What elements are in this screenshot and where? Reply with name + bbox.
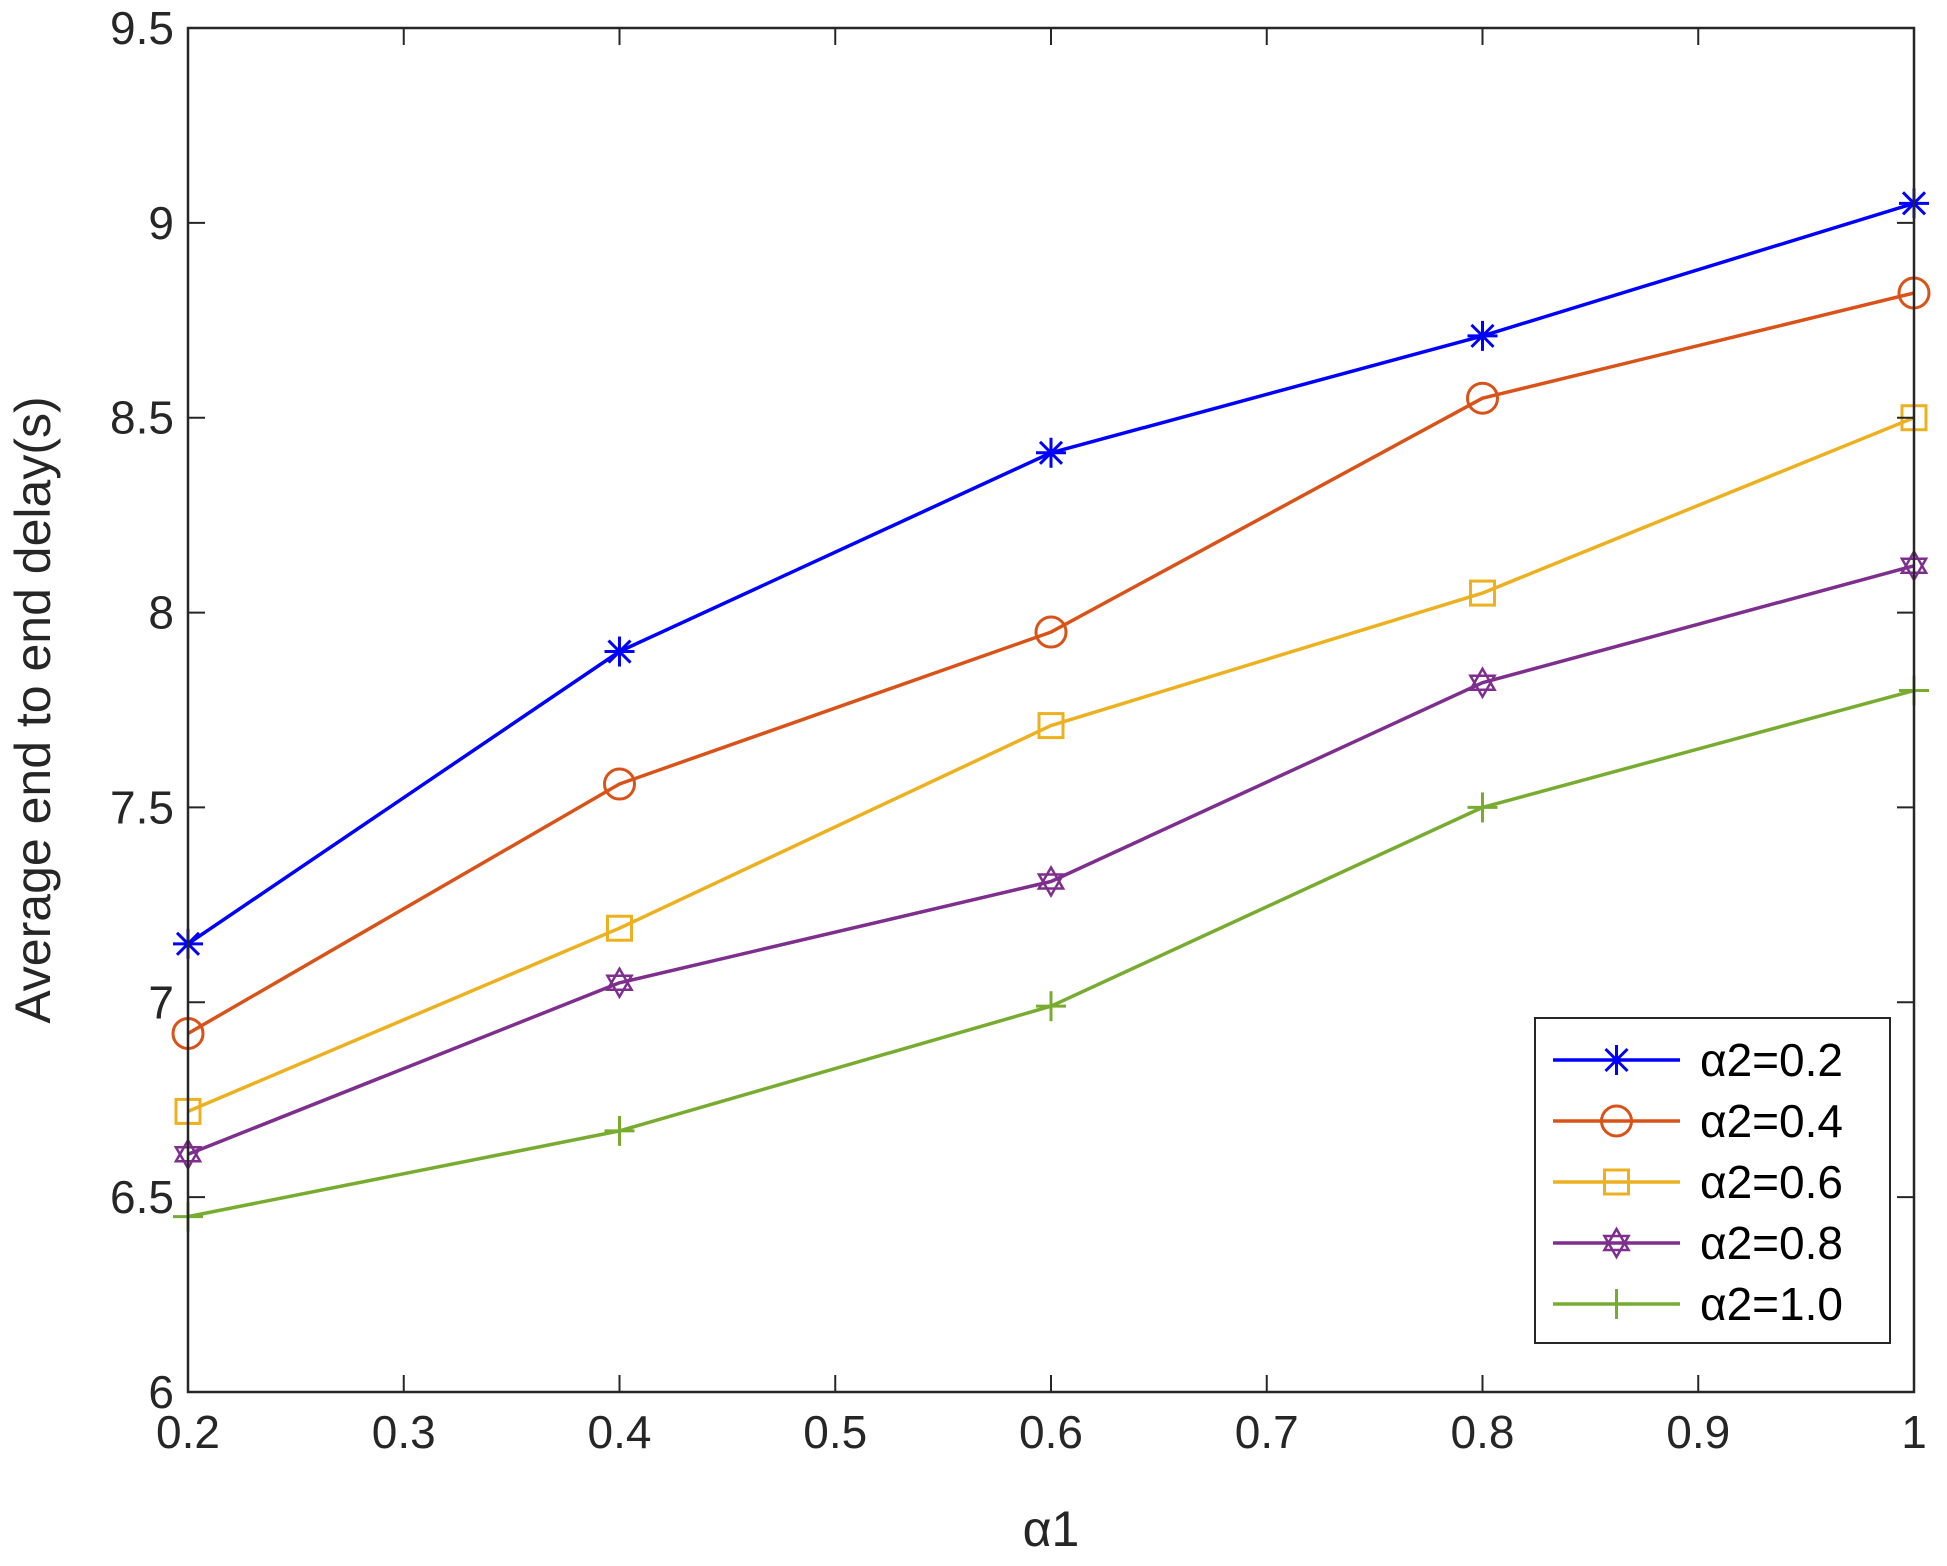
legend-item: α2=0.2 xyxy=(1553,1034,1843,1086)
y-tick-label: 6 xyxy=(148,1366,174,1418)
legend-item: α2=0.8 xyxy=(1553,1217,1843,1269)
legend-label: α2=0.4 xyxy=(1700,1095,1843,1147)
x-tick-label: 0.6 xyxy=(1019,1406,1083,1458)
data-point-tri2 xyxy=(1468,674,1497,700)
legend-marker-d2 xyxy=(1604,1047,1629,1073)
data-point-shape xyxy=(1034,615,1068,649)
data-point xyxy=(1467,320,1498,351)
legend-marker xyxy=(1601,1045,1632,1075)
data-point-tri2 xyxy=(1036,873,1066,899)
data-point-tri1 xyxy=(605,966,634,992)
y-tick-label: 6.5 xyxy=(110,1171,174,1223)
x-tick-label: 0.8 xyxy=(1451,1406,1515,1458)
data-point xyxy=(1037,712,1065,740)
legend-label: α2=0.8 xyxy=(1700,1217,1843,1269)
y-tick-label: 9.5 xyxy=(110,2,174,54)
y-tick-label: 7.5 xyxy=(110,781,174,833)
legend-item: α2=1.0 xyxy=(1553,1278,1843,1330)
x-tick-label: 0.3 xyxy=(372,1406,436,1458)
legend-marker xyxy=(1600,1104,1633,1138)
legend-marker-shape xyxy=(1600,1104,1633,1138)
data-point xyxy=(1036,437,1066,468)
series-layer xyxy=(171,188,1931,1232)
x-tick-label: 0.2 xyxy=(156,1406,220,1458)
y-tick-label: 7 xyxy=(148,976,174,1028)
legend-label: α2=0.6 xyxy=(1700,1156,1843,1208)
data-point xyxy=(1036,991,1066,1022)
y-axis-title: Average end to end delay(s) xyxy=(5,396,61,1023)
data-point xyxy=(606,914,633,942)
data-point xyxy=(604,636,635,667)
data-point xyxy=(1468,666,1497,700)
x-tick-label: 1 xyxy=(1901,1406,1927,1458)
legend-marker-tri2 xyxy=(1602,1234,1631,1260)
data-point xyxy=(1467,792,1498,823)
data-point-d2 xyxy=(607,639,632,664)
legend: α2=0.2 α2=0.4 α2=0.6 α2=0.8 α2=1.0 xyxy=(1534,1017,1891,1344)
series-line xyxy=(187,564,1915,1156)
data-point xyxy=(1469,579,1496,607)
series-line xyxy=(187,291,1915,1036)
data-point-tri1 xyxy=(1468,666,1497,691)
data-point xyxy=(604,1115,635,1146)
data-point-d2 xyxy=(1038,440,1064,465)
data-point-shape xyxy=(606,914,633,942)
legend-marker xyxy=(1601,1289,1632,1319)
data-point-shape xyxy=(1469,579,1496,607)
legend-item: α2=0.6 xyxy=(1553,1156,1843,1208)
legend-label: α2=1.0 xyxy=(1700,1278,1843,1330)
data-point xyxy=(605,966,634,1000)
data-point-tri2 xyxy=(605,974,634,1000)
series-line xyxy=(187,416,1915,1114)
data-point xyxy=(1036,864,1066,899)
y-tick-label: 8.5 xyxy=(110,392,174,444)
tick-layer: 0.2 0.3 0.4 0.5 0.6 0.7 0.8 0.9 1 6 6.5 7 7.5 8 8.5 9 9.… xyxy=(110,2,1927,1458)
data-point-shape xyxy=(603,767,636,801)
data-point-shape xyxy=(1466,381,1499,415)
legend-label: α2=0.2 xyxy=(1700,1034,1843,1086)
data-point-shape xyxy=(1037,712,1065,740)
x-tick-label: 0.5 xyxy=(803,1406,867,1458)
legend-marker xyxy=(1602,1226,1631,1260)
data-point xyxy=(603,767,636,801)
legend-marker-shape xyxy=(1603,1168,1630,1196)
data-point-tri1 xyxy=(1036,864,1066,890)
x-tick-label: 0.9 xyxy=(1666,1406,1730,1458)
data-point-d2 xyxy=(1470,323,1495,348)
x-tick-label: 0.4 xyxy=(588,1406,652,1458)
legend-item: α2=0.4 xyxy=(1553,1095,1843,1147)
x-tick-label: 0.7 xyxy=(1235,1406,1299,1458)
legend-items: α2=0.2 α2=0.4 α2=0.6 α2=0.8 α2=1.0 xyxy=(1553,1034,1843,1330)
y-tick-label: 8 xyxy=(148,587,174,639)
y-tick-label: 9 xyxy=(148,197,174,249)
legend-marker xyxy=(1603,1168,1630,1196)
data-point xyxy=(1034,615,1068,649)
data-point xyxy=(1466,381,1499,415)
x-axis-title: α1 xyxy=(1023,1501,1080,1557)
legend-marker-tri1 xyxy=(1602,1226,1631,1252)
